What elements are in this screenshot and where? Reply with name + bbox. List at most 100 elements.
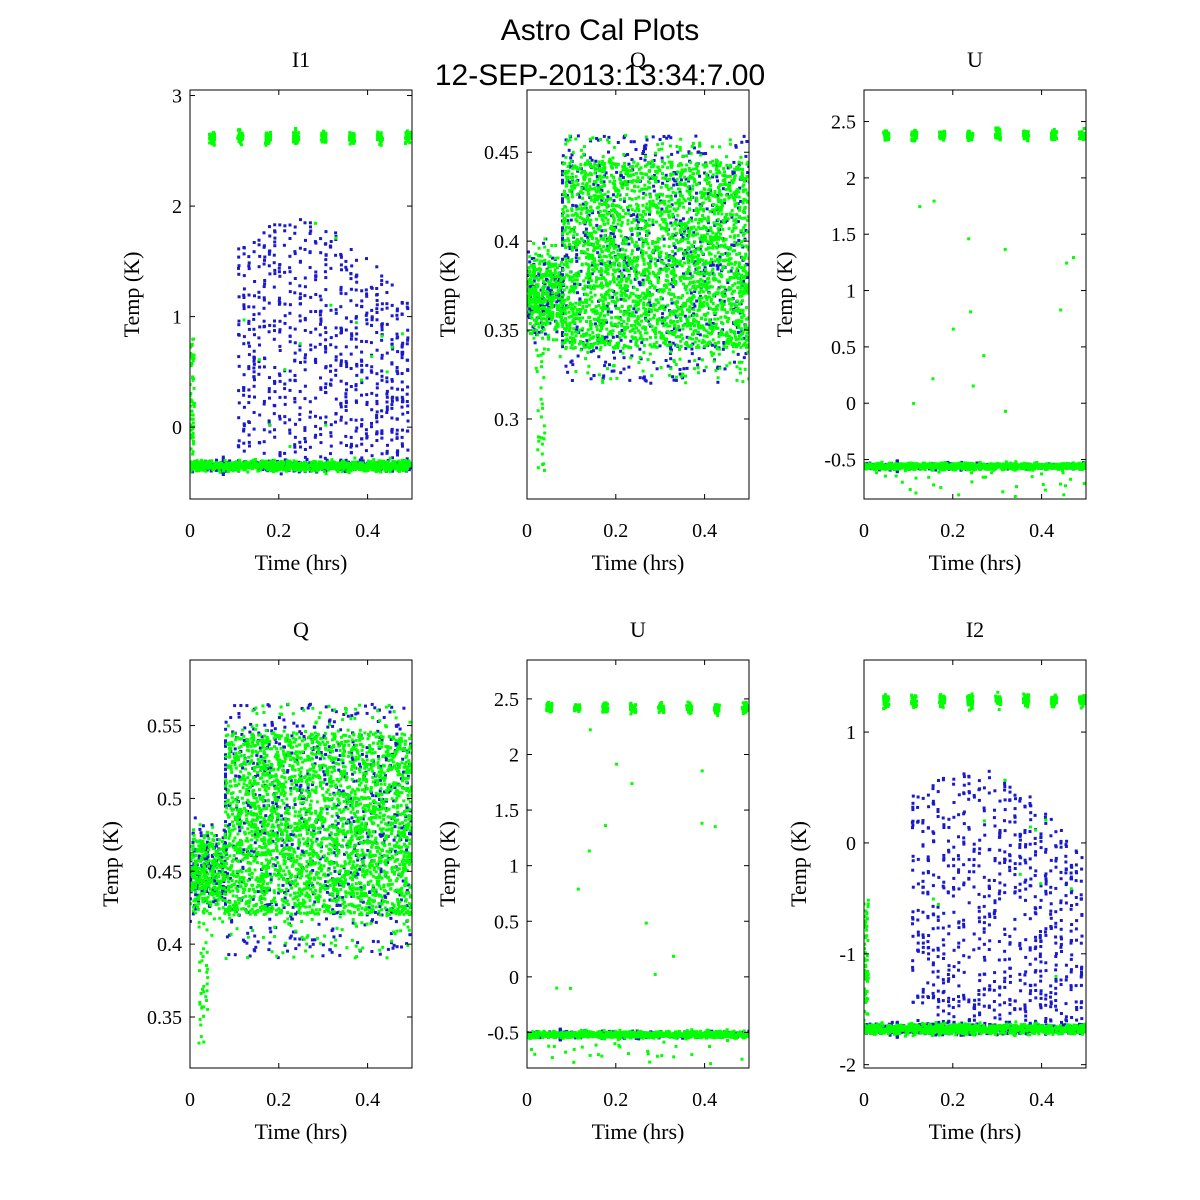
data-point — [721, 239, 725, 243]
data-point — [252, 327, 256, 331]
data-point — [292, 459, 296, 463]
data-point — [590, 308, 594, 312]
data-point — [558, 277, 561, 281]
data-point — [529, 295, 533, 299]
data-point — [253, 395, 256, 399]
data-point — [251, 467, 255, 471]
data-point — [629, 229, 633, 233]
data-point — [725, 213, 728, 216]
data-point — [538, 313, 542, 317]
data-point — [401, 469, 405, 473]
data-point — [360, 456, 364, 460]
data-point — [551, 338, 555, 342]
data-point — [219, 465, 223, 469]
data-point — [744, 352, 748, 356]
data-point — [324, 421, 328, 425]
data-point — [737, 272, 740, 276]
data-point — [633, 189, 637, 193]
data-point — [561, 339, 564, 343]
data-point — [213, 461, 216, 465]
data-point — [226, 462, 230, 466]
data-point — [532, 285, 535, 289]
data-point — [647, 310, 651, 314]
data-point — [325, 458, 329, 462]
data-point — [339, 418, 343, 422]
data-point — [207, 462, 211, 465]
data-point — [570, 331, 574, 334]
data-point — [656, 179, 660, 183]
data-point — [579, 269, 583, 273]
data-point — [314, 310, 318, 313]
data-point — [385, 463, 389, 467]
data-point — [200, 459, 204, 463]
data-point — [364, 428, 368, 432]
data-point — [296, 136, 300, 140]
data-point — [571, 320, 575, 324]
data-point — [613, 322, 617, 326]
data-point — [380, 466, 384, 470]
data-point — [680, 225, 684, 229]
data-point — [218, 466, 222, 470]
data-point — [534, 321, 538, 325]
data-point — [542, 241, 545, 245]
data-point — [589, 139, 593, 143]
data-point — [541, 288, 545, 291]
data-point — [252, 359, 256, 363]
data-point — [623, 165, 626, 168]
data-point — [729, 262, 733, 266]
data-point — [393, 462, 397, 466]
data-point — [234, 461, 237, 464]
data-point — [615, 291, 619, 295]
data-point — [543, 321, 547, 325]
data-point — [586, 235, 590, 239]
data-point — [309, 229, 313, 233]
data-point — [251, 465, 255, 468]
data-point — [692, 225, 696, 229]
data-point — [660, 331, 664, 335]
data-point — [729, 257, 733, 261]
data-point — [661, 268, 665, 271]
data-point — [319, 416, 322, 420]
data-point — [319, 251, 323, 255]
data-point — [631, 165, 635, 169]
data-point — [190, 356, 194, 360]
data-point — [644, 313, 648, 317]
data-point — [298, 462, 301, 466]
data-point — [648, 303, 652, 307]
data-point — [340, 462, 344, 466]
data-point — [322, 131, 326, 135]
data-point — [532, 276, 536, 280]
data-point — [298, 296, 302, 300]
data-point — [623, 197, 626, 201]
data-point — [314, 327, 318, 331]
data-point — [715, 175, 719, 179]
data-point — [629, 346, 633, 349]
data-point — [283, 402, 287, 406]
data-point — [550, 272, 554, 275]
data-point — [334, 311, 338, 315]
data-point — [316, 466, 319, 469]
data-point — [611, 193, 615, 197]
data-point — [561, 345, 564, 349]
data-point — [354, 326, 358, 330]
data-point — [242, 296, 246, 299]
data-point — [380, 429, 384, 433]
data-point — [287, 467, 291, 471]
data-point — [558, 285, 562, 289]
data-point — [686, 237, 690, 241]
data-point — [529, 277, 532, 281]
data-point — [405, 129, 409, 133]
data-point — [247, 264, 251, 268]
data-point — [404, 462, 408, 466]
data-point — [615, 170, 619, 174]
data-point — [619, 234, 623, 238]
data-point — [537, 272, 541, 276]
data-point — [747, 164, 749, 168]
data-point — [293, 277, 297, 280]
data-point — [692, 302, 696, 306]
data-point — [561, 181, 564, 185]
data-point — [740, 140, 744, 144]
data-point — [247, 305, 251, 309]
data-point — [273, 366, 277, 369]
data-point — [272, 403, 276, 407]
